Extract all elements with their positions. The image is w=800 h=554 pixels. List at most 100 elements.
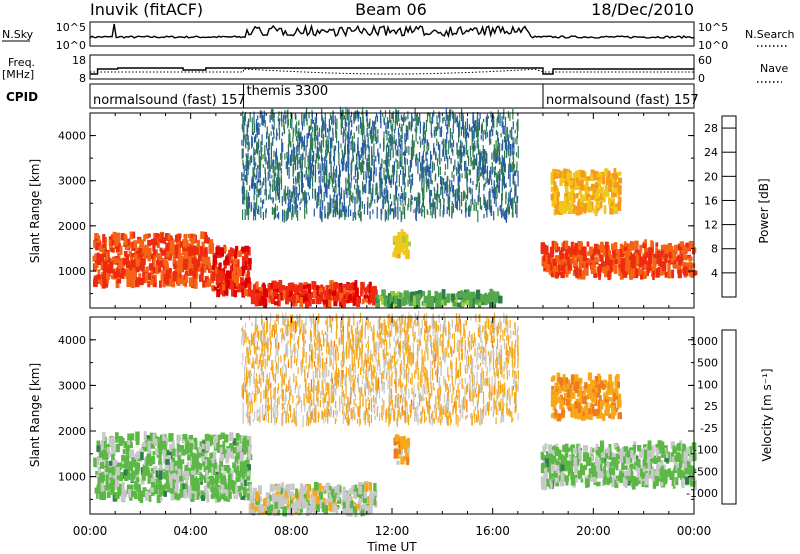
data-cell: [419, 192, 421, 205]
data-cell: [268, 161, 270, 174]
data-cell: [371, 153, 373, 166]
data-cell: [639, 256, 644, 267]
data-cell: [488, 199, 490, 210]
data-cell: [183, 233, 188, 243]
data-cell: [257, 165, 259, 169]
data-cell: [468, 186, 470, 193]
data-cell: [515, 201, 517, 214]
data-cell: [302, 498, 306, 507]
data-cell: [511, 161, 513, 173]
data-cell: [483, 194, 485, 206]
data-cell: [328, 119, 330, 130]
data-cell: [391, 165, 394, 173]
data-cell: [457, 161, 459, 174]
data-cell: [389, 175, 391, 185]
data-cell: [254, 162, 256, 169]
data-cell: [347, 136, 349, 148]
data-cell: [423, 166, 425, 178]
data-cell: [341, 202, 343, 212]
data-cell: [265, 288, 269, 298]
data-cell: [353, 113, 355, 121]
data-cell: [333, 283, 338, 290]
data-cell: [472, 130, 474, 142]
data-cell: [401, 299, 406, 306]
data-cell: [111, 256, 115, 265]
data-cell: [185, 267, 190, 275]
data-cell: [436, 183, 439, 190]
data-cell: [347, 131, 349, 137]
data-cell: [323, 122, 325, 131]
data-cell: [101, 471, 105, 481]
data-cell: [422, 154, 424, 165]
data-cell: [102, 247, 107, 258]
data-cell: [164, 461, 169, 471]
power-data-cells: [92, 106, 698, 310]
data-cell: [247, 127, 249, 133]
data-cell: [415, 154, 417, 166]
data-cell: [253, 210, 256, 217]
data-cell: [113, 472, 118, 479]
data-cell: [592, 208, 596, 214]
date-title: 18/Dec/2010: [591, 0, 694, 19]
data-cell: [358, 151, 360, 160]
data-cell: [313, 289, 316, 299]
data-cell: [404, 244, 409, 250]
data-cell: [395, 117, 397, 123]
data-cell: [302, 154, 304, 161]
data-cell: [273, 207, 275, 220]
data-cell: [114, 492, 118, 499]
data-cell: [497, 171, 499, 180]
data-cell: [505, 139, 507, 147]
data-cell: [369, 179, 371, 188]
data-cell: [462, 299, 467, 304]
data-cell: [284, 485, 290, 493]
data-cell: [267, 161, 269, 169]
data-cell: [247, 152, 249, 160]
data-cell: [509, 129, 511, 139]
data-cell: [434, 214, 436, 218]
data-cell: [349, 197, 351, 207]
data-cell: [470, 206, 472, 212]
data-cell: [226, 448, 231, 458]
data-cell: [133, 493, 138, 500]
data-cell: [184, 434, 188, 442]
data-cell: [244, 254, 248, 261]
data-cell: [286, 151, 288, 159]
data-cell: [213, 286, 218, 291]
cpid-segment-label: normalsound (fast) 157: [546, 93, 699, 108]
data-cell: [480, 134, 482, 140]
data-cell: [580, 170, 584, 178]
data-cell: [412, 142, 414, 155]
data-cell: [443, 178, 445, 186]
data-cell: [269, 172, 271, 179]
data-cell: [468, 298, 473, 308]
data-cell: [328, 486, 332, 491]
data-cell: [263, 287, 267, 298]
data-cell: [489, 195, 491, 208]
data-cell: [186, 443, 192, 450]
data-cell: [103, 272, 106, 279]
data-cell: [307, 192, 309, 196]
data-cell: [202, 461, 206, 467]
data-cell: [283, 212, 285, 217]
data-cell: [343, 201, 346, 214]
data-cell: [617, 177, 623, 184]
data-cell: [328, 203, 330, 214]
data-cell: [388, 158, 390, 167]
data-cell: [438, 122, 440, 129]
data-cell: [269, 290, 273, 296]
data-cell: [256, 196, 258, 210]
data-cell: [194, 440, 198, 450]
data-cell: [339, 198, 341, 207]
data-cell: [565, 246, 571, 255]
data-cell: [451, 142, 453, 152]
data-cell: [236, 445, 240, 453]
data-cell: [493, 115, 495, 129]
data-cell: [277, 174, 279, 182]
data-cell: [373, 294, 377, 303]
data-cell: [159, 497, 163, 502]
data-cell: [405, 192, 407, 199]
data-cell: [463, 152, 465, 156]
data-cell: [393, 134, 395, 144]
data-cell: [413, 209, 415, 214]
